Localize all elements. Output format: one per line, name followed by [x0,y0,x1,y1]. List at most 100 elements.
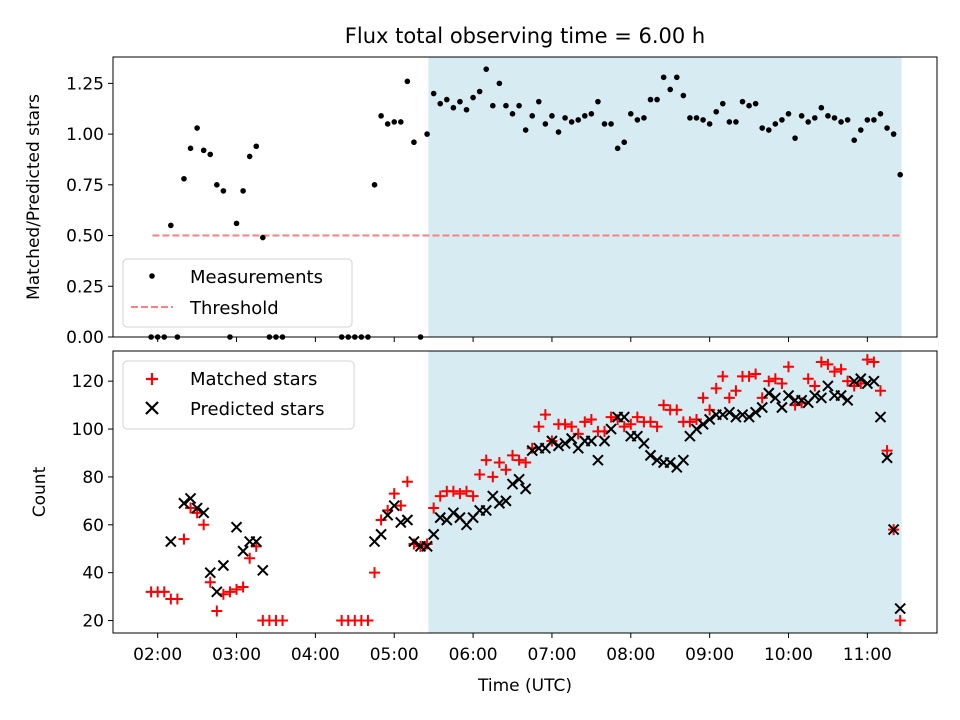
predicted-stars-point [894,602,906,615]
measurement-point [509,111,516,117]
measurement-point [726,119,733,125]
top-observing-window [428,57,902,337]
x-tick-label: 05:00 [370,645,419,665]
matched-stars-point [835,363,847,375]
matched-stars-point [198,519,210,531]
measurement-point [246,153,253,160]
chart-title: Flux total observing time = 6.00 h [345,24,705,48]
matched-stars-legend-label: Matched stars [190,369,317,390]
matched-stars-point [743,370,755,382]
predicted-stars-point [513,473,525,486]
predicted-stars-point [230,521,243,533]
predicted-stars-point [184,492,197,505]
measurement-point [220,188,227,194]
measurement-point [601,121,608,127]
matched-stars-point [533,421,545,433]
measurement-point [779,117,785,123]
bottom-y-axis-label: Count [30,466,50,517]
predicted-stars-point [756,401,768,414]
predicted-stars-point [861,377,874,390]
measurement-point [884,125,890,131]
top-legend-box [122,258,353,328]
matched-stars-point [894,615,906,627]
matched-stars-point [809,380,821,392]
predicted-stars-point [178,497,190,509]
predicted-stars-point [217,559,230,572]
matched-stars-point [645,416,657,428]
x-tick-label: 03:00 [212,645,261,665]
measurement-point [706,121,713,127]
bottom-panel: 20 40 60 80 100 120 02:00 03:00 04:00 05:00 06:00… [30,350,938,696]
matched-stars-point [204,576,216,588]
measurement-point [555,129,562,135]
measurement-point [522,127,529,133]
matched-stars-point [171,593,183,605]
measurement-point [792,135,798,141]
y-tick-label: 0.75 [66,176,104,196]
matched-stars-point [697,392,709,404]
y-tick-label: 100 [72,420,104,440]
measurement-point [542,121,549,127]
x-tick-label: 04:00 [291,645,340,665]
measurement-point [798,113,805,119]
predicted-stars-point [585,435,598,447]
measurement-point [595,98,601,105]
matched-stars-point [868,356,880,368]
predicted-stars-point [401,514,414,526]
matched-stars-point [881,445,893,457]
predicted-stars-point [618,411,630,423]
predicted-stars-point [736,408,749,421]
matched-stars-point [474,469,486,481]
measurement-point [831,115,838,121]
measurement-point [719,100,726,107]
measurement-point [496,80,503,87]
threshold-legend-label: Threshold [189,298,279,319]
predicted-stars-point [644,449,657,462]
measurement-point [864,117,871,123]
measurement-point [627,111,634,117]
predicted-stars-point [381,509,394,521]
predicted-stars-point [434,511,446,524]
x-tick-label: 09:00 [685,645,734,665]
measurement-point [871,117,877,123]
measurement-point [424,131,430,137]
measurement-point [207,151,214,158]
measurement-point [838,119,844,125]
predicted-stars-point [526,444,538,457]
matched-stars-point [566,421,578,433]
predicted-stars-point [237,545,249,557]
matched-stars-point [454,488,466,500]
predicted-stars-point [565,432,578,445]
measurement-point [608,121,614,127]
matched-stars-point [723,392,735,404]
measurement-point [187,145,194,152]
measurement-point [516,102,522,109]
matched-stars-point [651,421,663,433]
top-x-ticks [157,337,868,342]
predicted-stars-point [197,507,210,519]
x-axis-label: Time (UTC) [477,676,572,696]
measurement-point [181,175,187,182]
predicted-stars-point [519,483,532,495]
y-tick-label: 0.00 [66,328,104,348]
measurement-point [411,139,417,146]
measurement-point [404,78,411,85]
predicted-stars-point [493,497,506,509]
y-tick-label: 60 [82,516,104,536]
measurement-point [660,74,667,81]
predicted-stars-point [822,380,834,392]
predicted-stars-point [743,411,755,423]
measurement-point [463,106,470,113]
measurement-point [805,119,812,125]
measurement-point [398,119,404,125]
predicted-stars-point [592,454,604,466]
predicted-stars-point [749,406,762,418]
measurement-point [391,119,398,125]
predicted-stars-point [887,523,900,536]
matched-stars-point [756,392,768,404]
x-tick-label: 10:00 [764,645,813,665]
matched-stars-point [211,605,223,617]
measurement-point [194,125,200,131]
matched-stars-point [362,615,374,627]
predicted-stars-point [211,586,223,598]
